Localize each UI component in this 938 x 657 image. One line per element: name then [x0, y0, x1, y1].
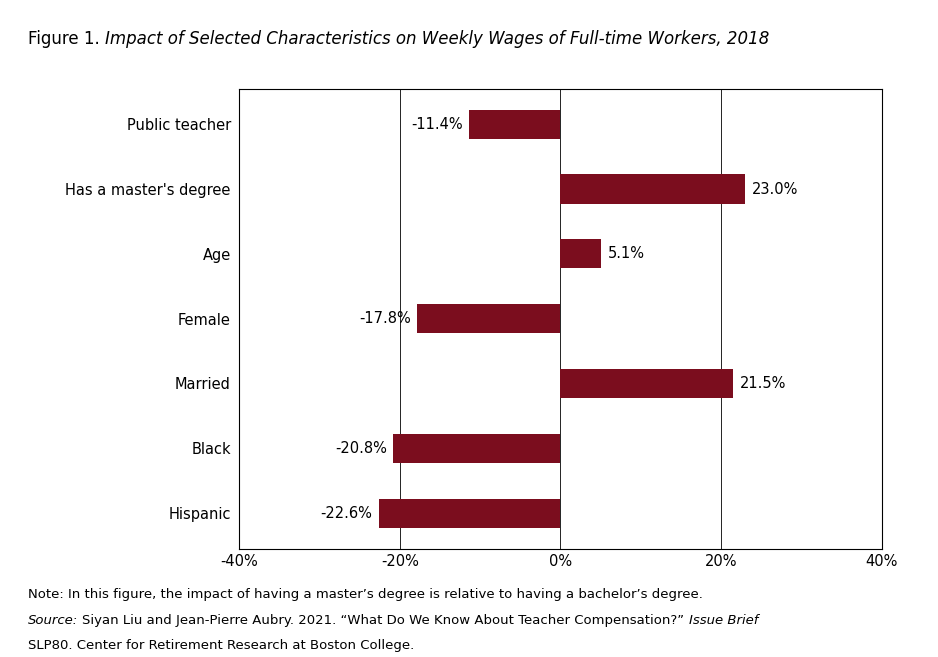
Text: Note: In this figure, the impact of having a master’s degree is relative to havi: Note: In this figure, the impact of havi…: [28, 588, 703, 601]
Text: 23.0%: 23.0%: [751, 181, 798, 196]
Text: 21.5%: 21.5%: [739, 376, 786, 391]
Text: Impact of Selected Characteristics on Weekly Wages of Full-time Workers, 2018: Impact of Selected Characteristics on We…: [105, 30, 769, 47]
Text: Source:: Source:: [28, 614, 79, 627]
Bar: [560, 369, 734, 398]
Text: -20.8%: -20.8%: [335, 441, 387, 456]
Text: Siyan Liu and Jean-Pierre Aubry. 2021. “What Do We Know About Teacher Compensati: Siyan Liu and Jean-Pierre Aubry. 2021. “…: [83, 614, 688, 627]
Bar: [560, 239, 601, 269]
Text: 5.1%: 5.1%: [608, 246, 644, 261]
Bar: [469, 110, 560, 139]
Text: Issue Brief: Issue Brief: [688, 614, 758, 627]
Bar: [417, 304, 560, 333]
Bar: [560, 174, 745, 204]
Bar: [393, 434, 560, 463]
Text: SLP80. Center for Retirement Research at Boston College.: SLP80. Center for Retirement Research at…: [28, 639, 415, 652]
Text: -22.6%: -22.6%: [321, 506, 372, 520]
Text: -17.8%: -17.8%: [359, 311, 411, 326]
Text: -11.4%: -11.4%: [411, 117, 462, 131]
Text: Figure 1.: Figure 1.: [28, 30, 105, 47]
Bar: [379, 499, 560, 528]
